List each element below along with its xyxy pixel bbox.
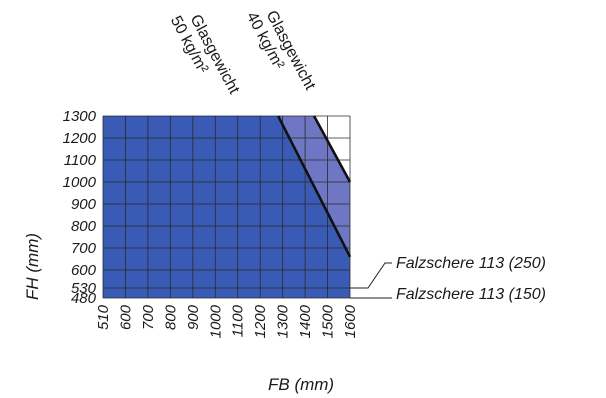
grid	[102, 115, 351, 299]
annotation-label-1: Falzschere 113 (250)	[396, 255, 546, 272]
x-tick-labels: 510 600 700 800 900 1000 1100 1200 1300 1400 1500 1…	[95, 304, 359, 338]
y-tick-label-600: 600	[71, 262, 97, 279]
plot-area	[103, 116, 350, 298]
x-tick-label-1300: 1300	[275, 304, 292, 338]
x-tick-label-1200: 1200	[252, 304, 269, 338]
series-label-2: Glasgewicht40 kg/m²	[243, 1, 319, 102]
y-tick-label-1000: 1000	[63, 174, 97, 191]
boundary-lines	[276, 115, 352, 258]
y-tick-label-1100: 1100	[64, 152, 97, 169]
series-area-1	[103, 116, 350, 298]
y-tick-label-480: 480	[71, 290, 97, 307]
x-tick-label-800: 800	[162, 304, 179, 330]
y-axis-title: FH (mm)	[23, 233, 42, 300]
annotations: Falzschere 113 (250) Falzschere 113 (150)	[350, 255, 546, 303]
x-tick-label-1400: 1400	[297, 304, 314, 338]
x-axis-title: FB (mm)	[268, 375, 334, 394]
boundary-line-2	[312, 115, 352, 183]
y-tick-label-800: 800	[71, 218, 97, 235]
x-tick-label-600: 600	[117, 304, 134, 330]
x-tick-label-1500: 1500	[320, 304, 337, 338]
boundary-line-1	[276, 115, 352, 258]
y-tick-label-530: 530	[71, 280, 97, 297]
x-tick-label-1600: 1600	[342, 304, 359, 338]
x-tick-label-510: 510	[95, 304, 112, 330]
y-tick-label-700: 700	[71, 240, 97, 257]
annotation-leader-1	[350, 262, 392, 289]
x-tick-label-1100: 1100	[230, 304, 247, 337]
y-tick-label-900: 900	[71, 196, 97, 213]
x-tick-label-900: 900	[185, 304, 202, 330]
annotation-label-2: Falzschere 113 (150)	[396, 286, 546, 303]
y-tick-label-1300: 1300	[63, 108, 97, 125]
series-label-1: Glasgewicht50 kg/m²	[167, 5, 243, 106]
y-tick-label-1200: 1200	[63, 130, 97, 147]
x-tick-label-1000: 1000	[207, 304, 224, 338]
series-labels: Glasgewicht50 kg/m² Glasgewicht40 kg/m²	[167, 1, 319, 106]
x-tick-label-700: 700	[140, 304, 157, 330]
